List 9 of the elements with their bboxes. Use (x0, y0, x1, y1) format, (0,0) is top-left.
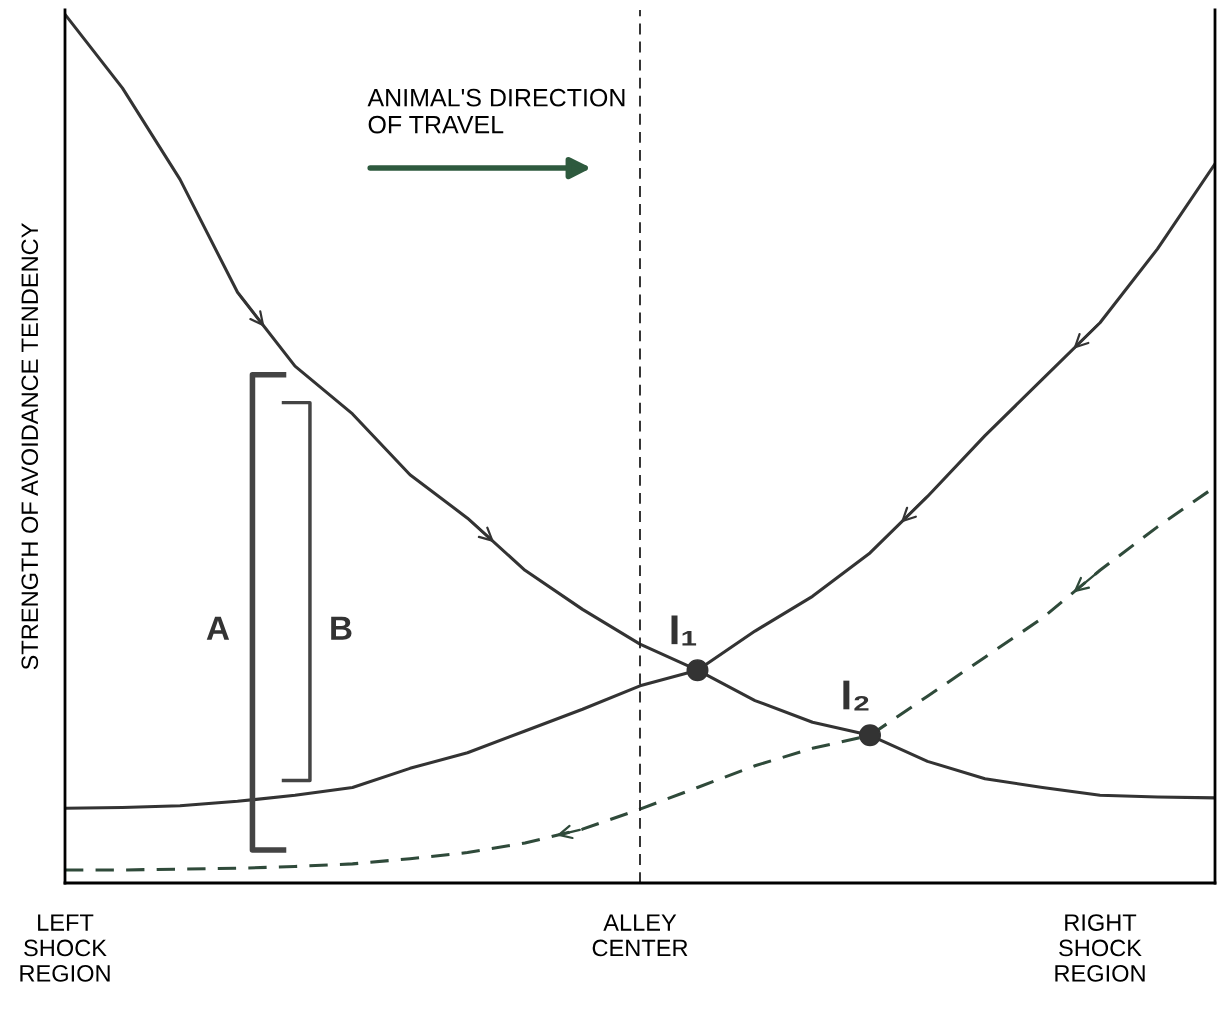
annotation: ANIMAL'S DIRECTION OF TRAVEL (367, 88, 625, 134)
x-tick-label: ALLEY CENTER (592, 914, 688, 957)
x-tick-label: LEFT SHOCK REGION (20, 914, 110, 982)
annotation: A (206, 616, 230, 640)
x-tick-label: RIGHT SHOCK REGION (1055, 914, 1145, 982)
annotation: B (331, 616, 352, 640)
annotation: I₂ (843, 680, 869, 711)
y-axis-title: STRENGTH OF AVOIDANCE TENDENCY (21, 223, 39, 670)
annotation: I₁ (671, 615, 697, 646)
